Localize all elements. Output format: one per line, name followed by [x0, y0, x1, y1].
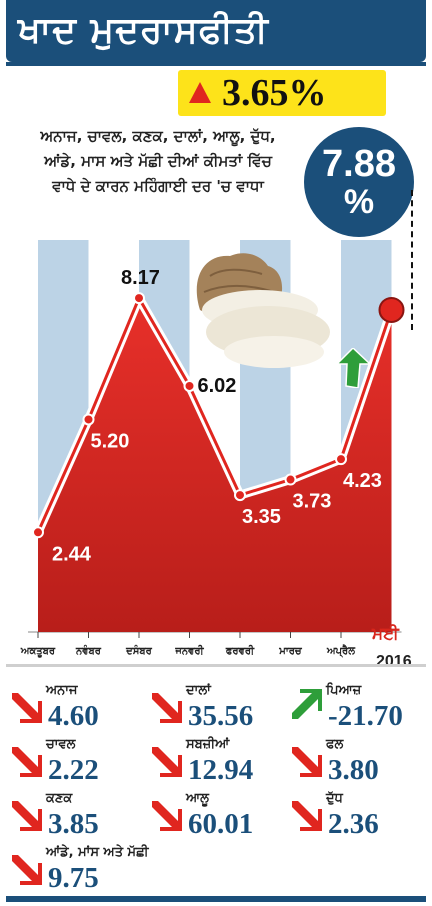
commodity-value: 4.60: [48, 700, 99, 732]
commodity-name: ਅਨਾਜ: [46, 683, 78, 698]
data-point: [133, 292, 145, 305]
data-label: 2.44: [52, 543, 92, 565]
inflation-line: [36, 296, 393, 533]
commodity-item: ਸਬਜ਼ੀਆਂ 12.94: [148, 735, 286, 791]
down-arrow-icon: [152, 747, 182, 777]
data-label: 8.17: [121, 267, 160, 289]
data-point: [378, 296, 405, 323]
data-point: [32, 526, 44, 539]
commodity-value: 35.56: [188, 700, 254, 732]
commodity-name: ਦੁੱਧ: [326, 791, 343, 806]
commodity-item: ਅਨਾਜ 4.60: [8, 681, 146, 737]
down-arrow-icon: [12, 747, 42, 777]
commodity-panel: ਅਨਾਜ 4.60 ਦਾਲਾਂ 35.56 ਪਿਆਜ਼ -21.70 ਚਾਵਲ …: [6, 664, 426, 899]
page-title: ਖਾਦ ਮੁਦਰਾਸਫੀਤੀ: [18, 10, 269, 51]
badge-connector-line: [411, 190, 413, 330]
green-up-arrow-icon: [336, 348, 370, 388]
chart-points: [32, 292, 405, 539]
description-line: ਆਂਡੇ, ਮਾਸ ਅਤੇ ਮੱਛੀ ਦੀਆਂ ਕੀਮਤਾਂ ਵਿੱਚ: [44, 152, 272, 170]
chart-data-labels: 2.44 5.20 8.17 6.02 3.35 3.73 4.23: [52, 267, 382, 565]
commodity-value: 12.94: [188, 754, 254, 786]
commodity-name: ਦਾਲਾਂ: [186, 683, 211, 698]
x-tick-label: ਅਕਤੂਬਰ: [20, 646, 56, 658]
x-tick-label: ਮਾਰਚ: [278, 646, 303, 657]
commodity-item: ਦੁੱਧ 2.36: [288, 789, 426, 845]
commodity-name: ਫਲ: [326, 737, 344, 752]
commodity-item: ਚਾਵਲ 2.22: [8, 735, 146, 791]
inflation-area: [38, 298, 392, 632]
current-rate-unit: %: [343, 183, 375, 221]
commodity-item: ਆਲੂ 60.01: [148, 789, 286, 845]
x-tick-label: ਨਵੰਬਰ: [75, 644, 102, 657]
commodity-value: 60.01: [188, 808, 254, 840]
commodity-name: ਆਲੂ: [186, 791, 209, 806]
data-point: [335, 453, 347, 466]
data-point: [234, 489, 246, 502]
commodity-item: ਫਲ 3.80: [288, 735, 426, 791]
x-label-may: ਮਈ: [372, 624, 399, 644]
data-label: 3.73: [293, 491, 332, 513]
data-label: 4.23: [343, 470, 382, 492]
commodity-item: ਪਿਆਜ਼ -21.70: [288, 681, 426, 737]
commodity-value: 2.36: [328, 808, 379, 840]
x-tick-label: ਅਪ੍ਰੈਲ: [326, 644, 356, 658]
data-label: 3.35: [242, 506, 281, 528]
bottom-bar: [6, 896, 426, 902]
commodity-item: ਆਂਡੇ, ਮਾਂਸ ਅਤੇ ਮੱਛੀ 9.75: [8, 843, 308, 899]
commodity-name: ਕਣਕ: [46, 791, 73, 806]
data-label: 6.02: [198, 375, 237, 397]
commodity-name: ਆਂਡੇ, ਮਾਂਸ ਅਤੇ ਮੱਛੀ: [46, 845, 149, 860]
commodity-name: ਚਾਵਲ: [46, 737, 76, 752]
title-bar: ਖਾਦ ਮੁਦਰਾਸਫੀਤੀ: [6, 0, 426, 62]
x-tick-label: ਜਨਵਰੀ: [174, 644, 204, 657]
description-line: ਅਨਾਜ, ਚਾਵਲ, ਕਣਕ, ਦਾਲਾਂ, ਆਲੂ, ਦੁੱਧ,: [40, 127, 276, 145]
data-point: [183, 379, 196, 392]
down-arrow-icon: [152, 801, 182, 831]
data-point: [284, 473, 297, 486]
x-tick-label: ਦਸੰਬਰ: [125, 644, 153, 657]
current-rate-badge: 7.88 %: [304, 127, 414, 237]
data-label: 5.20: [91, 430, 130, 452]
description-line: ਵਾਧੇ ਦੇ ਕਾਰਨ ਮਹਿੰਗਾਈ ਦਰ 'ਚ ਵਾਧਾ: [52, 177, 264, 195]
headline-change-value: 3.65%: [222, 72, 327, 114]
down-arrow-icon: [12, 801, 42, 831]
commodity-name: ਸਬਜ਼ੀਆਂ: [186, 737, 230, 752]
x-tick-label: ਫਰਵਰੀ: [225, 644, 255, 657]
down-arrow-icon: [12, 693, 42, 723]
commodity-value: 3.80: [328, 754, 379, 786]
title-divider: [6, 62, 426, 66]
rice-sack-icon: [196, 253, 330, 368]
commodity-value: 3.85: [48, 808, 99, 840]
commodity-value: -21.70: [328, 700, 403, 732]
down-arrow-icon: [12, 855, 42, 885]
up-triangle-icon: [189, 82, 211, 103]
inflation-chart: 2.44 5.20 8.17 6.02 3.35 3.73 4.23 ਅਕਤੂਬਰ ਨਵੰਬਰ…: [20, 240, 405, 658]
down-arrow-icon: [152, 693, 182, 723]
green-up-arrow-icon: [292, 689, 322, 719]
commodity-value: 9.75: [48, 862, 99, 894]
headline-change-box: 3.65%: [178, 70, 386, 116]
down-arrow-icon: [292, 747, 322, 777]
commodity-name: ਪਿਆਜ਼: [326, 683, 362, 698]
commodity-item: ਕਣਕ 3.85: [8, 789, 146, 845]
data-point: [82, 413, 95, 426]
description: ਅਨਾਜ, ਚਾਵਲ, ਕਣਕ, ਦਾਲਾਂ, ਆਲੂ, ਦੁੱਧ, ਆਂਡੇ,…: [8, 124, 308, 199]
chart-x-ticks: ਅਕਤੂਬਰ ਨਵੰਬਰ ਦਸੰਬਰ ਜਨਵਰੀ ਫਰਵਰੀ ਮਾਰਚ ਅਪ੍ਰੈਲ: [20, 632, 356, 658]
commodity-value: 2.22: [48, 754, 99, 786]
current-rate-value: 7.88: [322, 143, 396, 185]
commodity-item: ਦਾਲਾਂ 35.56: [148, 681, 286, 737]
down-arrow-icon: [292, 801, 322, 831]
